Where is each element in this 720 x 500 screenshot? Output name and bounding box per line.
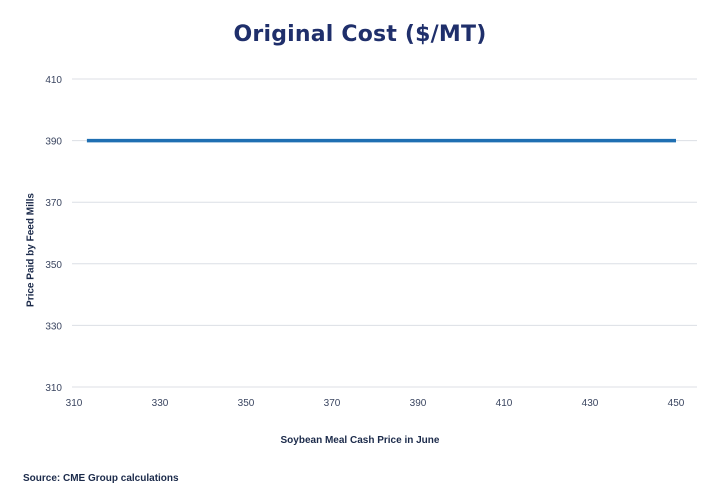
x-tick-label: 330	[152, 398, 169, 409]
y-axis-label: Price Paid by Feed Mills	[25, 193, 37, 307]
x-axis-label: Soybean Meal Cash Price in June	[280, 435, 440, 446]
x-tick-label: 450	[668, 398, 685, 409]
y-tick-label: 310	[45, 383, 62, 394]
x-tick-label: 410	[496, 398, 513, 409]
x-tick-label: 390	[410, 398, 427, 409]
x-tick-label: 350	[238, 398, 255, 409]
x-tick-label: 310	[66, 398, 83, 409]
y-tick-label: 370	[45, 198, 62, 209]
x-tick-label: 370	[324, 398, 341, 409]
y-tick-label: 350	[45, 260, 62, 271]
y-tick-label: 330	[45, 321, 62, 332]
y-tick-label: 390	[45, 137, 62, 148]
chart-title: Original Cost ($/MT)	[233, 22, 487, 47]
source-note: Source: CME Group calculations	[23, 473, 179, 484]
y-tick-label: 410	[45, 75, 62, 86]
x-tick-label: 430	[582, 398, 599, 409]
